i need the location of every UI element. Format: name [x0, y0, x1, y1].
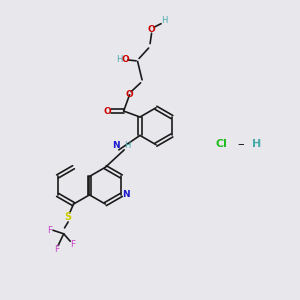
Text: H: H	[117, 56, 123, 64]
Text: H: H	[252, 139, 262, 149]
Text: F: F	[70, 240, 75, 249]
Text: F: F	[47, 226, 52, 235]
Text: O: O	[121, 56, 129, 64]
Text: O: O	[126, 90, 134, 99]
Text: O: O	[148, 25, 155, 34]
Text: N: N	[112, 142, 120, 151]
Text: H: H	[124, 142, 130, 151]
Text: N: N	[122, 190, 130, 200]
Text: Cl: Cl	[215, 139, 227, 149]
Text: H: H	[161, 16, 167, 25]
Text: F: F	[54, 245, 59, 254]
Text: –: –	[237, 138, 244, 151]
Text: O: O	[103, 106, 111, 116]
Text: S: S	[64, 212, 72, 223]
